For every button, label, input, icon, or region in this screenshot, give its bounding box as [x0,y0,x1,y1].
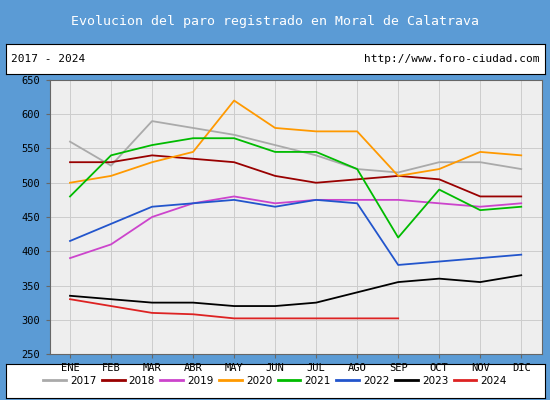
Text: Evolucion del paro registrado en Moral de Calatrava: Evolucion del paro registrado en Moral d… [71,14,479,28]
Text: 2017 - 2024: 2017 - 2024 [11,54,85,64]
Text: http://www.foro-ciudad.com: http://www.foro-ciudad.com [364,54,539,64]
Legend: 2017, 2018, 2019, 2020, 2021, 2022, 2023, 2024: 2017, 2018, 2019, 2020, 2021, 2022, 2023… [39,372,511,390]
